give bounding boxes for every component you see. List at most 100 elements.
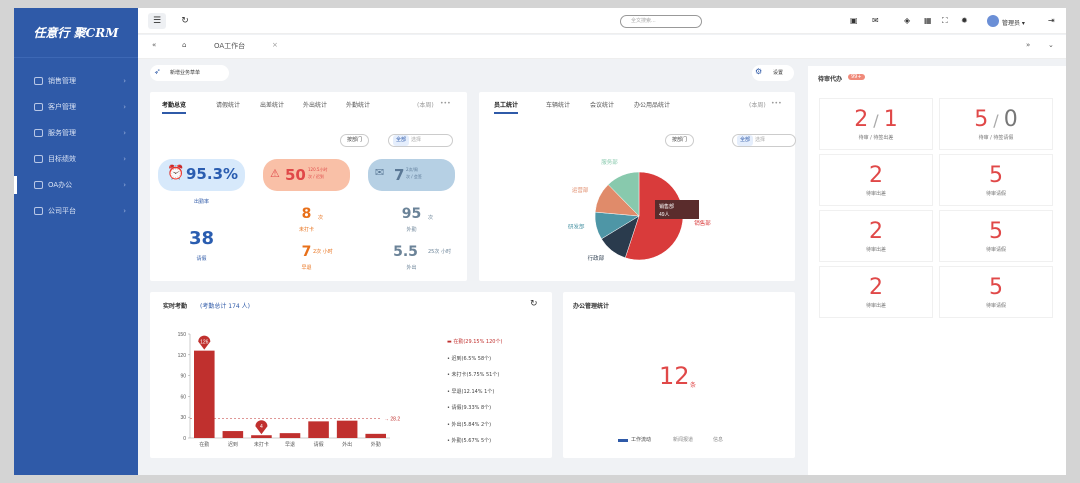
- inbox-icon: ✉: [375, 166, 385, 179]
- todo-card[interactable]: 5 待审请假: [940, 155, 1052, 205]
- legend-item: • 外出(5.84% 2个): [447, 421, 492, 428]
- todo-card[interactable]: 5 / 0 待审 / 待签请假: [940, 99, 1052, 149]
- close-icon[interactable]: ×: [272, 41, 278, 49]
- office-value: 12: [659, 362, 690, 390]
- pie-label: 研发部: [568, 223, 585, 231]
- refresh-icon[interactable]: ↻: [530, 299, 538, 309]
- tab-supplies[interactable]: 办公用品统计: [634, 102, 671, 109]
- settings-icon[interactable]: ✹: [961, 16, 968, 25]
- legend-item: ▬ 在勤(29.15% 120个): [447, 339, 503, 345]
- period-label: (本周): [749, 102, 766, 109]
- x-tick-label: 请假: [314, 441, 324, 448]
- sidebar-item-label: 服务管理: [48, 129, 76, 137]
- todo-card[interactable]: 5 待审请假: [940, 211, 1052, 261]
- todo-card[interactable]: 2 待审出差: [820, 211, 932, 261]
- tabs-forward-icon[interactable]: »: [1026, 41, 1031, 49]
- y-tick-label: 0: [183, 436, 186, 442]
- avatar[interactable]: [987, 15, 999, 27]
- pie-slice[interactable]: [607, 171, 640, 217]
- sidebar-item-sales[interactable]: 销售管理 ›: [14, 68, 138, 94]
- menu-toggle-icon[interactable]: ☰: [148, 12, 166, 29]
- sidebar-nav: 销售管理 › 客户管理 › 服务管理 › 目标绩效 › OA办公 › 公司平台 ›: [14, 68, 138, 224]
- realtime-subtitle: (考勤总计 174 人): [200, 303, 250, 310]
- y-tick-label: 90: [180, 374, 186, 380]
- more-icon[interactable]: •••: [771, 100, 782, 107]
- bar[interactable]: [336, 420, 358, 438]
- sidebar-item-label: OA办公: [48, 181, 73, 189]
- dept-select[interactable]: 按部门: [340, 134, 370, 147]
- filter-chip[interactable]: 全部 选择: [388, 134, 453, 147]
- todo-card[interactable]: 2 / 1 待审 / 待签出差: [820, 99, 932, 149]
- chart-icon: [34, 77, 43, 85]
- tab-meeting[interactable]: 会议统计: [590, 102, 615, 109]
- todo-count: 5: [989, 275, 1003, 300]
- early-label: 早退: [301, 265, 312, 271]
- shield-icon[interactable]: ◈: [904, 16, 911, 25]
- mail-icon[interactable]: ✉: [872, 16, 879, 25]
- outwork-label: 外勤: [406, 227, 417, 233]
- sidebar-item-label: 销售管理: [48, 77, 76, 85]
- notification-icon[interactable]: ▣: [850, 16, 858, 25]
- rate-label: 出勤率: [193, 199, 209, 205]
- grid-icon[interactable]: ▦: [924, 16, 932, 25]
- attendance-rate: 95.3%: [186, 165, 239, 183]
- legend-item: 信息: [713, 437, 724, 443]
- sidebar-item-label: 公司平台: [48, 207, 76, 215]
- rate-pill: ⏰ 95.3%: [158, 159, 245, 191]
- tab-out[interactable]: 外出统计: [303, 102, 328, 109]
- user-menu[interactable]: 管理员 ▾: [1002, 20, 1025, 27]
- tab-staff[interactable]: 员工统计: [494, 100, 519, 114]
- search-input[interactable]: 全文搜索...: [620, 15, 702, 28]
- sidebar-item-oa[interactable]: OA办公 ›: [14, 172, 138, 198]
- bar[interactable]: [365, 433, 386, 438]
- tab-field[interactable]: 外勤统计: [346, 102, 371, 109]
- legend-item: • 未打卡(5.75% 51个): [447, 372, 500, 378]
- marker-label: 126: [200, 340, 209, 346]
- chip-tag: 全部: [393, 135, 410, 146]
- fullscreen-icon[interactable]: ⛶: [942, 16, 948, 25]
- dept-select[interactable]: 按部门: [665, 134, 695, 147]
- tab-leave[interactable]: 请假统计: [216, 102, 241, 109]
- settings-button[interactable]: ⚙ 设置: [752, 65, 794, 81]
- bar[interactable]: [194, 350, 215, 438]
- legend-item: 新闻报道: [673, 437, 694, 443]
- todo-card[interactable]: 2 待审出差: [820, 155, 932, 205]
- todo-card[interactable]: 2 待审出差: [820, 267, 932, 317]
- filter-chip[interactable]: 全部 选择: [732, 134, 796, 147]
- home-icon[interactable]: ⌂: [182, 41, 187, 49]
- legend-item: • 迟到(6.5% 58个): [447, 355, 492, 362]
- todo-count: 5: [989, 219, 1003, 244]
- y-tick-label: 60: [180, 394, 186, 400]
- refresh-icon[interactable]: ↻: [181, 15, 189, 26]
- sidebar-item-service[interactable]: 服务管理 ›: [14, 120, 138, 146]
- new-task-button[interactable]: ➶ 新增业务草单: [150, 65, 229, 81]
- service-icon: [34, 129, 43, 137]
- bar[interactable]: [222, 431, 244, 438]
- todo-card[interactable]: 5 待审请假: [940, 267, 1052, 317]
- noclock-unit: 次: [318, 215, 324, 221]
- tab-oa-workbench[interactable]: OA工作台: [214, 42, 246, 50]
- brand-logo: 任意行 聚CRM: [14, 8, 138, 58]
- chevron-right-icon: ›: [123, 207, 126, 215]
- sidebar-item-goals[interactable]: 目标绩效 ›: [14, 146, 138, 172]
- tab-trip[interactable]: 出差统计: [260, 102, 285, 109]
- chip-placeholder: 选择: [755, 137, 766, 143]
- tab-attendance[interactable]: 考勤总览: [162, 100, 187, 114]
- office-icon: [34, 181, 43, 189]
- logout-icon[interactable]: ⇥: [1048, 16, 1055, 25]
- chevron-down-icon[interactable]: ⌄: [1048, 41, 1054, 49]
- late-pill: ⚠ 50 120.5小时 次 / 迟到: [263, 159, 350, 191]
- chevron-right-icon: ›: [123, 181, 126, 189]
- bar[interactable]: [251, 435, 272, 438]
- tooltip-value: 49人: [659, 212, 670, 218]
- legend-item: • 早退(12.14% 1个): [447, 388, 495, 395]
- pie-slice[interactable]: [624, 171, 684, 261]
- sidebar-item-customers[interactable]: 客户管理 ›: [14, 94, 138, 120]
- tabs-back-icon[interactable]: «: [152, 41, 157, 49]
- bar[interactable]: [308, 421, 329, 438]
- tab-vehicle[interactable]: 车辆统计: [546, 102, 571, 109]
- bar[interactable]: [279, 433, 301, 438]
- sidebar-item-platform[interactable]: 公司平台 ›: [14, 198, 138, 224]
- more-icon[interactable]: •••: [440, 100, 451, 107]
- todo-label: 待审请假: [985, 303, 1006, 309]
